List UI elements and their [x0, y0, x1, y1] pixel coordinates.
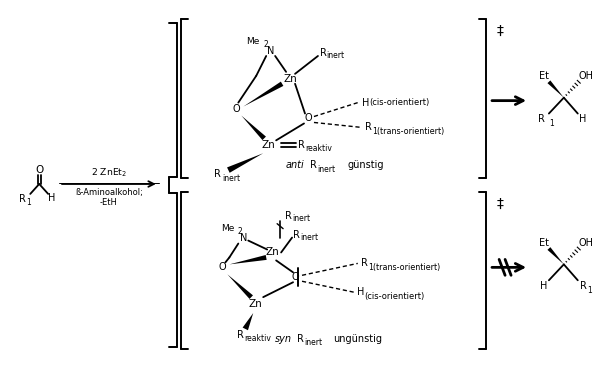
- Text: H: H: [48, 193, 56, 203]
- Text: günstig: günstig: [348, 160, 384, 170]
- Text: Zn: Zn: [248, 299, 262, 309]
- Polygon shape: [227, 274, 253, 299]
- Text: ungünstig: ungünstig: [333, 334, 382, 344]
- Polygon shape: [227, 153, 263, 173]
- Text: R: R: [580, 281, 587, 291]
- Text: O: O: [35, 165, 44, 175]
- Text: R: R: [298, 140, 305, 150]
- Text: Zn: Zn: [283, 74, 297, 84]
- Text: reaktiv: reaktiv: [305, 144, 332, 153]
- Polygon shape: [242, 116, 266, 140]
- Text: Et: Et: [539, 238, 549, 248]
- Polygon shape: [229, 255, 267, 264]
- Text: Me: Me: [246, 36, 260, 46]
- Text: Me: Me: [221, 224, 234, 233]
- Text: N: N: [240, 233, 247, 243]
- Text: ‡: ‡: [496, 24, 503, 38]
- Text: R: R: [237, 330, 244, 340]
- Text: H: H: [579, 114, 587, 124]
- Text: R: R: [19, 194, 26, 204]
- Text: 1(trans-orientiert): 1(trans-orientiert): [368, 263, 440, 272]
- Text: 1: 1: [26, 198, 31, 207]
- Text: OH: OH: [578, 238, 593, 248]
- Text: O: O: [219, 262, 226, 272]
- Text: Et: Et: [539, 71, 549, 81]
- Text: 1(trans-orientiert): 1(trans-orientiert): [371, 127, 444, 136]
- Text: ‡: ‡: [496, 197, 503, 211]
- Text: 1: 1: [587, 286, 592, 295]
- Text: 1: 1: [549, 119, 554, 128]
- Text: R: R: [293, 230, 300, 240]
- Text: 2: 2: [237, 227, 242, 236]
- Text: inert: inert: [326, 52, 344, 60]
- Text: R: R: [310, 160, 317, 170]
- Text: ß-Aminoalkohol;: ß-Aminoalkohol;: [75, 188, 143, 198]
- Text: Zn: Zn: [261, 140, 275, 150]
- Text: inert: inert: [300, 233, 318, 242]
- Polygon shape: [547, 247, 564, 264]
- Text: (cis-orientiert): (cis-orientiert): [370, 98, 430, 107]
- Text: N: N: [267, 46, 275, 56]
- Text: H: H: [357, 287, 364, 297]
- Polygon shape: [243, 82, 283, 107]
- Text: R: R: [285, 211, 292, 221]
- Text: R: R: [213, 169, 221, 179]
- Text: anti: anti: [285, 160, 304, 170]
- Polygon shape: [547, 81, 564, 98]
- Text: inert: inert: [223, 174, 240, 183]
- Text: R: R: [538, 114, 546, 124]
- Text: O: O: [304, 113, 312, 124]
- Text: H: H: [362, 98, 369, 107]
- Text: OH: OH: [578, 71, 593, 81]
- Text: -EtH: -EtH: [100, 198, 118, 207]
- Text: R: R: [297, 334, 304, 344]
- Text: inert: inert: [317, 164, 335, 174]
- Text: syn: syn: [275, 334, 292, 344]
- Text: 2: 2: [263, 40, 268, 49]
- Text: R: R: [365, 123, 371, 132]
- Text: inert: inert: [292, 214, 310, 223]
- Text: O: O: [291, 272, 299, 282]
- Text: H: H: [540, 281, 547, 291]
- Text: O: O: [232, 103, 240, 114]
- Text: inert: inert: [304, 338, 322, 347]
- Text: (cis-orientiert): (cis-orientiert): [365, 292, 425, 301]
- Polygon shape: [243, 313, 253, 330]
- Text: R: R: [320, 48, 327, 58]
- Text: 2 ZnEt$_2$: 2 ZnEt$_2$: [91, 167, 127, 179]
- Text: Zn: Zn: [265, 247, 279, 258]
- Text: R: R: [361, 258, 368, 268]
- Text: reaktiv: reaktiv: [245, 334, 271, 343]
